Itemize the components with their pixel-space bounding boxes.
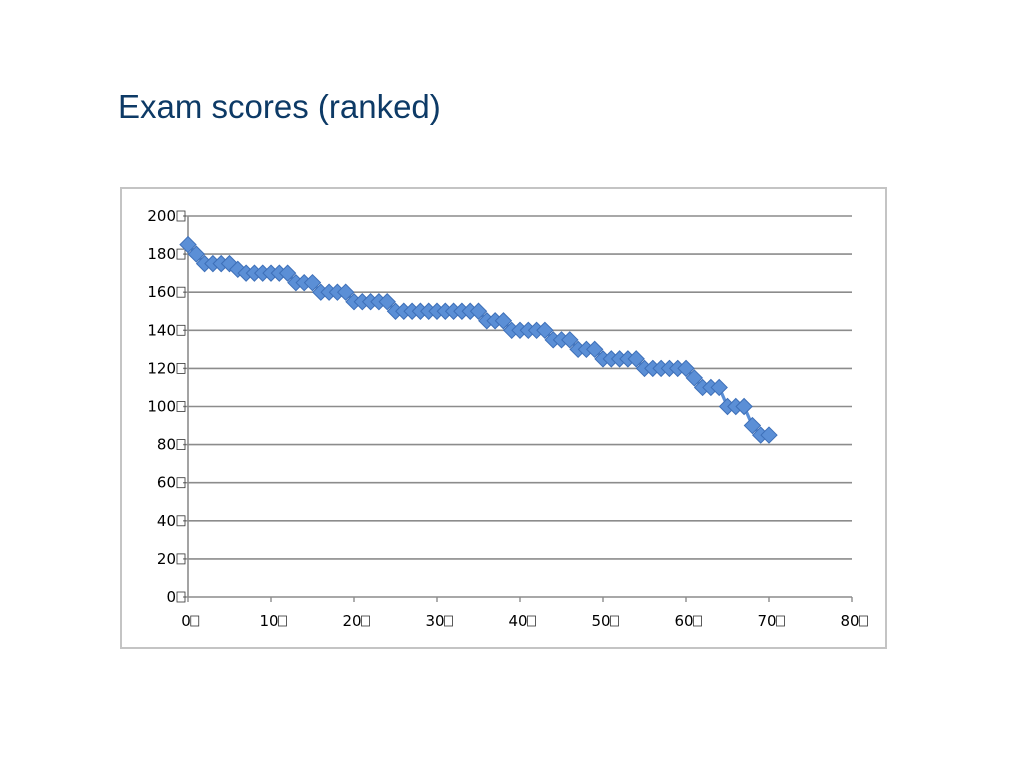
data-point [627,350,645,368]
data-point [494,312,513,330]
tick-glyph [176,515,186,527]
data-point [179,235,197,254]
axes [183,215,853,602]
tick-glyph [176,210,186,222]
page-title: Exam scores (ranked) [118,88,441,125]
tick-glyph [176,477,186,489]
data-point [743,416,762,435]
data-point [710,378,728,397]
data-point [469,302,488,320]
y-tick-label: 80 [157,436,176,454]
x-tick-label: 50 [591,612,610,630]
data-point [685,369,704,387]
line-chart: 0 20 40 60 80 100 120 140 160 180 200 0 10 20 30 40 50 6… [147,207,868,630]
tick-glyph [176,401,186,412]
tick-glyph [176,248,186,260]
tick-glyph [527,615,536,627]
x-tick-label: 20 [342,612,361,630]
data-point [278,264,297,282]
x-tick-label: 60 [674,612,693,630]
tick-glyph [776,615,785,627]
y-tick-labels: 0 20 40 60 80 100 120 140 160 180 200 [147,207,186,606]
x-tick-label: 40 [508,612,527,630]
tick-glyph [190,615,200,627]
data-point [735,397,753,416]
y-tick-label: 100 [147,398,176,416]
y-tick-label: 20 [157,550,176,568]
chart-frame: 0 20 40 60 80 100 120 140 160 180 200 0 10 20 30 40 50 6… [120,187,887,649]
tick-glyph [176,286,186,298]
tick-glyph [176,553,186,565]
data-point [187,245,206,263]
x-tick-labels: 0 10 20 30 40 50 60 70 80 [181,612,868,630]
data-point [303,273,322,292]
data-point [336,283,355,301]
x-tick-label: 0 [181,612,191,630]
tick-glyph [444,615,453,627]
grid-lines [188,215,852,560]
y-tick-label: 0 [166,588,176,606]
data-point [561,331,579,349]
tick-glyph [176,439,186,451]
y-tick-label: 200 [147,207,176,225]
tick-glyph [693,615,702,627]
x-tick-label: 70 [757,612,776,630]
data-point [536,321,554,340]
tick-glyph [278,615,287,627]
y-tick-label: 60 [157,474,176,492]
tick-glyph [176,324,186,336]
tick-glyph [610,615,619,627]
tick-glyph [859,615,868,627]
tick-glyph [176,591,186,603]
y-tick-label: 180 [147,245,176,263]
tick-glyph [361,615,370,627]
data-point [677,359,695,378]
y-tick-label: 40 [157,512,176,530]
x-tick-label: 80 [840,612,859,630]
data-point [585,340,604,359]
y-tick-label: 160 [147,283,176,301]
x-tick-label: 30 [425,612,444,630]
x-tick-label: 10 [259,612,278,630]
tick-glyph [176,362,186,374]
data-series [179,235,778,444]
data-point [378,293,396,311]
data-point [760,426,778,444]
y-tick-label: 140 [147,321,176,339]
y-tick-label: 120 [147,359,176,377]
